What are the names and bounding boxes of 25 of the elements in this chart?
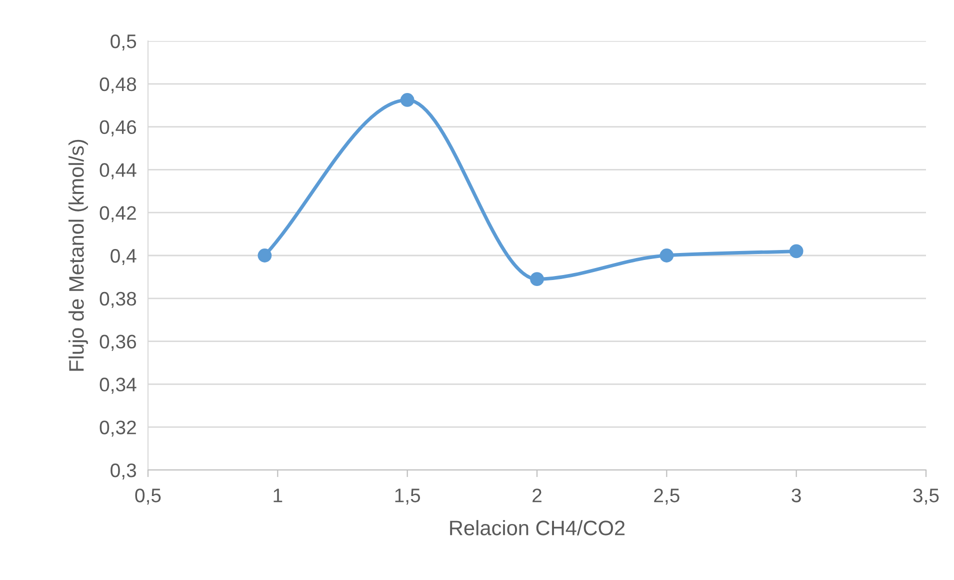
y-tick-label: 0,36 bbox=[100, 334, 136, 351]
point bbox=[530, 272, 544, 286]
x-tick-label: 2,5 bbox=[654, 488, 680, 505]
y-tick-label: 0,3 bbox=[110, 463, 136, 480]
y-tick-label: 0,42 bbox=[100, 206, 136, 222]
point bbox=[660, 248, 674, 262]
x-tick-label: 1,5 bbox=[395, 488, 420, 505]
y-axis-title: Flujo de Metanol (kmol/s) bbox=[68, 140, 88, 371]
point bbox=[258, 248, 272, 262]
x-tick-label: 1 bbox=[274, 488, 282, 502]
y-tick-label: 0,4 bbox=[110, 248, 136, 266]
y-tick-label: 0,38 bbox=[100, 292, 136, 308]
x-axis-title: Relacion CH4/CO2 bbox=[450, 520, 625, 536]
x-tick-label: 3,5 bbox=[913, 488, 939, 505]
y-tick-label: 0,32 bbox=[100, 420, 136, 437]
point bbox=[789, 244, 804, 258]
point bbox=[400, 93, 414, 107]
y-tick-label: 0,44 bbox=[100, 163, 136, 180]
y-tick-label: 0,5 bbox=[110, 34, 136, 51]
x-tick-label: 0,5 bbox=[135, 488, 161, 505]
y-tick-label: 0,46 bbox=[100, 120, 136, 136]
y-tick-label: 0,48 bbox=[100, 77, 136, 94]
x-tick-label: 2 bbox=[532, 488, 542, 502]
x-tick-label: 3 bbox=[792, 488, 801, 502]
y-tick-label: 0,34 bbox=[100, 378, 136, 394]
